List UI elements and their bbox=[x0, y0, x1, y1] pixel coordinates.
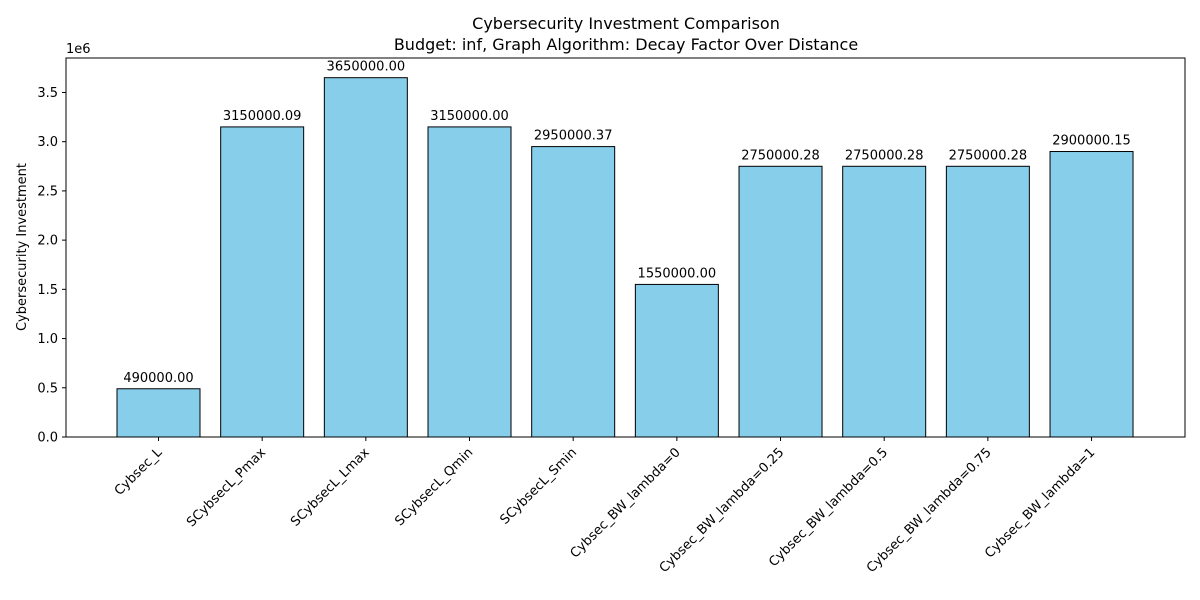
y-tick-label: 1.0 bbox=[37, 332, 58, 347]
chart-title: Cybersecurity Investment Comparison bbox=[472, 14, 780, 33]
data-label: 2950000.37 bbox=[534, 129, 613, 144]
bar bbox=[323, 77, 408, 438]
x-tick-label: Cybsec_BW_lambda=0.25 bbox=[657, 445, 788, 576]
data-label: 490000.00 bbox=[123, 371, 193, 386]
y-tick-label: 3.0 bbox=[37, 135, 58, 150]
data-label: 2900000.15 bbox=[1052, 134, 1131, 149]
bar bbox=[1049, 151, 1134, 438]
data-label: 2750000.28 bbox=[949, 148, 1028, 163]
bar bbox=[116, 388, 201, 438]
y-tick-label: 0.0 bbox=[37, 431, 58, 446]
y-scale-label: 1e6 bbox=[66, 42, 91, 57]
x-tick-label: Cybsec_L bbox=[112, 445, 166, 499]
y-tick-label: 1.5 bbox=[37, 283, 58, 298]
x-tick-label: SCybsecL_Lmax bbox=[288, 445, 373, 530]
y-tick-label: 2.5 bbox=[37, 184, 58, 199]
x-tick-label: Cybsec_BW_lambda=1 bbox=[982, 445, 1098, 561]
y-tick-label: 3.5 bbox=[37, 86, 58, 101]
data-label: 3150000.00 bbox=[430, 109, 509, 124]
x-tick-label: SCybsecL_Qmin bbox=[392, 445, 476, 529]
plot-frame bbox=[65, 57, 1186, 438]
data-label: 2750000.28 bbox=[741, 148, 820, 163]
bar bbox=[220, 126, 305, 438]
bar bbox=[531, 146, 616, 438]
bar bbox=[945, 165, 1030, 438]
x-tick-label: Cybsec_BW_lambda=0 bbox=[568, 445, 684, 561]
bar bbox=[634, 283, 719, 438]
data-label: 3150000.09 bbox=[223, 109, 302, 124]
bar bbox=[427, 126, 512, 438]
data-label: 2750000.28 bbox=[845, 148, 924, 163]
plot-area: 490000.00 3150000.09 3650000.00 3150000.00 2… bbox=[37, 57, 1186, 576]
bar bbox=[738, 165, 823, 438]
data-label: 1550000.00 bbox=[638, 266, 717, 281]
y-tick-label: 2.0 bbox=[37, 234, 58, 249]
bar bbox=[842, 165, 927, 438]
y-axis-label: Cybersecurity Investment bbox=[15, 163, 30, 331]
x-tick-label: Cybsec_BW_lambda=0.5 bbox=[766, 445, 891, 570]
chart-subtitle: Budget: inf, Graph Algorithm: Decay Fact… bbox=[394, 35, 858, 54]
x-tick-label: SCybsecL_Pmax bbox=[184, 445, 269, 530]
y-tick-label: 0.5 bbox=[37, 381, 58, 396]
x-tick-label: Cybsec_BW_lambda=0.75 bbox=[864, 445, 995, 576]
x-tick-label: SCybsecL_Smin bbox=[497, 445, 580, 528]
data-label: 3650000.00 bbox=[327, 60, 406, 75]
